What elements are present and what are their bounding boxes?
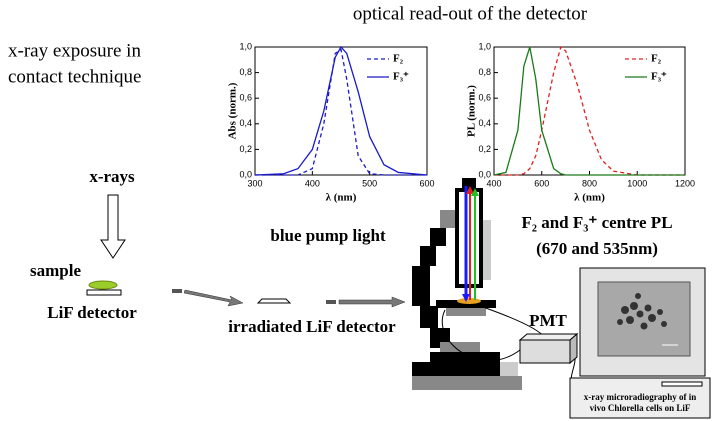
- y-tick-label: 0,4: [239, 118, 252, 128]
- cable: [441, 309, 521, 362]
- legend-label: F₂: [393, 53, 404, 65]
- x-tick-label: 600: [419, 178, 434, 188]
- legend-label: F₃⁺: [651, 71, 667, 83]
- exposure-line: x-ray exposure in: [8, 40, 141, 61]
- x-tick-label: 400: [305, 178, 320, 188]
- cells: [617, 293, 667, 330]
- sample: [88, 280, 118, 290]
- irradiated-detector: [256, 298, 292, 304]
- y-tick-label: 0,6: [239, 93, 252, 103]
- y-tick-label: 0,8: [239, 67, 252, 77]
- title: optical read-out of the detector: [353, 3, 588, 24]
- arrow-tail: [326, 300, 336, 304]
- pl-label: F₂ and F₃⁺ centre PL: [521, 213, 672, 232]
- x-axis-label: λ (nm): [574, 192, 605, 204]
- irradiated-label: irradiated LiF detector: [228, 317, 396, 336]
- x-tick-label: 600: [534, 178, 549, 188]
- x-tick-label: 400: [486, 178, 501, 188]
- series-line: [254, 45, 428, 176]
- plot-frame: [254, 46, 428, 176]
- x-tick-label: 500: [362, 178, 377, 188]
- exposure-line: contact technique: [8, 66, 141, 87]
- legend-label: F₃⁺: [393, 71, 409, 83]
- y-tick-label: 0,6: [478, 93, 491, 103]
- plot-frame: [493, 46, 686, 176]
- x-tick-label: 1200: [675, 178, 695, 188]
- y-tick-label: 0,0: [239, 169, 252, 179]
- screen-caption: x-ray microradiography of in: [584, 392, 697, 402]
- y-axis-label: Abs (norm.): [227, 82, 239, 139]
- detector-label: LiF detector: [47, 303, 137, 322]
- x-tick-label: 800: [582, 178, 597, 188]
- series-line: [255, 48, 427, 176]
- arrow: [183, 289, 244, 307]
- y-axis-label: PL (norm.): [466, 85, 478, 137]
- x-tick-label: 1000: [627, 178, 647, 188]
- xray-arrow: [100, 194, 126, 259]
- drive-slot: [661, 381, 703, 387]
- series-line: [494, 45, 685, 176]
- pmt-box: [569, 332, 578, 365]
- microscope: [412, 178, 522, 390]
- pmt-box: [519, 339, 571, 364]
- pl-sub: (670 and 535nm): [536, 239, 658, 258]
- arrow-tail: [172, 289, 182, 293]
- legend-label: F₂: [651, 53, 662, 65]
- y-tick-label: 1,0: [239, 41, 252, 51]
- y-tick-label: 0,2: [239, 144, 252, 154]
- pmt-box: [518, 333, 579, 341]
- screen-caption: vivo Chlorella cells on LiF: [590, 403, 691, 413]
- screen: [597, 281, 691, 357]
- y-tick-label: 0,4: [478, 118, 491, 128]
- pump-label: blue pump light: [270, 226, 386, 245]
- x-axis-label: λ (nm): [326, 192, 357, 204]
- x-tick-label: 300: [247, 178, 262, 188]
- y-tick-label: 1,0: [478, 41, 491, 51]
- sample-label: sample: [30, 261, 81, 280]
- y-tick-label: 0,0: [478, 169, 491, 179]
- pmt-label: PMT: [529, 311, 567, 330]
- detector: [86, 289, 122, 296]
- y-tick-label: 0,8: [478, 67, 491, 77]
- xrays-label: x-rays: [89, 167, 135, 186]
- series-line: [493, 46, 685, 176]
- y-tick-label: 0,2: [478, 144, 491, 154]
- arrow: [338, 296, 406, 308]
